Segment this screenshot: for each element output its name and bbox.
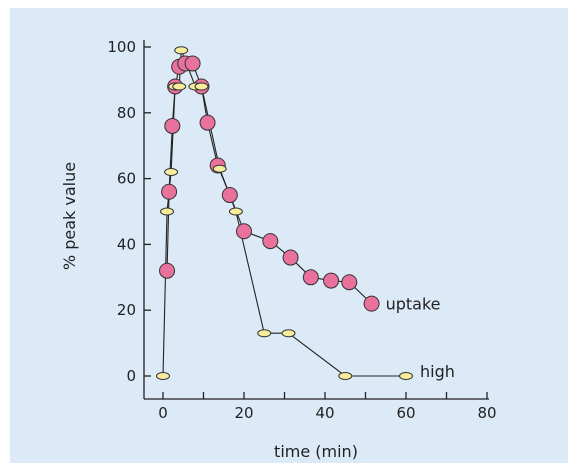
series-lines xyxy=(162,50,406,377)
point-uptake xyxy=(164,117,181,134)
point-uptake xyxy=(323,272,340,289)
y-tick-label: 0 xyxy=(126,367,136,385)
point-uptake xyxy=(262,233,279,250)
point-high xyxy=(172,82,187,91)
y-tick-label: 100 xyxy=(107,38,136,56)
y-tick-label: 20 xyxy=(117,301,136,319)
series-line-high xyxy=(162,50,406,377)
x-axis-label: time (min) xyxy=(274,442,358,461)
point-high xyxy=(160,207,175,216)
series-label-uptake: uptake xyxy=(386,295,441,314)
point-uptake xyxy=(341,274,358,291)
y-tick-label: 60 xyxy=(117,170,136,188)
y-axis-label: % peak value xyxy=(60,162,79,270)
y-tick-label: 40 xyxy=(117,235,136,253)
point-uptake xyxy=(363,295,380,312)
point-uptake xyxy=(236,223,252,240)
point-uptake xyxy=(221,187,238,204)
point-high xyxy=(399,372,413,380)
series-label-high: high xyxy=(420,362,455,381)
x-tick-label: 60 xyxy=(396,404,415,422)
point-high xyxy=(164,168,179,177)
point-high xyxy=(281,329,296,338)
point-high xyxy=(212,164,227,173)
axes xyxy=(143,40,489,400)
x-tick-label: 0 xyxy=(158,404,168,422)
x-tick-label: 80 xyxy=(477,404,496,422)
point-uptake xyxy=(159,262,176,279)
point-uptake xyxy=(302,269,319,286)
point-uptake xyxy=(199,114,216,131)
point-uptake xyxy=(184,55,201,72)
x-tick-label: 40 xyxy=(315,404,334,422)
y-tick-label: 80 xyxy=(117,104,136,122)
x-tick-label: 20 xyxy=(234,404,253,422)
point-high xyxy=(194,82,209,91)
point-high xyxy=(174,46,189,55)
point-high xyxy=(156,372,170,380)
point-uptake xyxy=(282,249,299,266)
point-uptake xyxy=(161,183,178,200)
series-line-uptake xyxy=(166,62,372,305)
chart-panel xyxy=(10,8,568,463)
point-high xyxy=(338,372,353,380)
point-high xyxy=(228,207,243,216)
point-high xyxy=(257,329,272,338)
chart-labels: 0 20 40 60 80 100 0 20 40 60 80 time (min) % peak va… xyxy=(60,38,497,461)
series-marks xyxy=(156,46,413,380)
